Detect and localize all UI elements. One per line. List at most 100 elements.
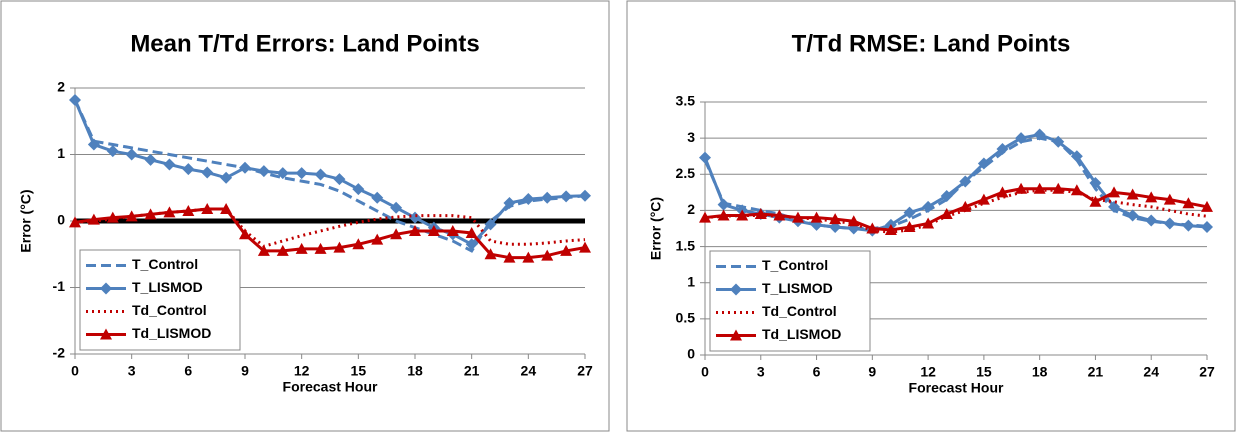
marker — [125, 148, 138, 161]
legend-label: T_Control — [762, 257, 828, 273]
marker — [754, 208, 767, 220]
y-tick-label: 2 — [687, 201, 695, 217]
marker — [959, 175, 972, 188]
marker — [352, 183, 365, 196]
marker — [427, 224, 440, 236]
marker — [730, 329, 742, 341]
y-tick-label: 1 — [57, 145, 65, 161]
marker — [465, 226, 478, 238]
marker — [1201, 200, 1213, 212]
marker — [371, 233, 384, 245]
panel-border — [626, 0, 1236, 432]
marker — [333, 241, 346, 253]
x-tick-label: 21 — [1088, 364, 1104, 380]
marker — [390, 201, 403, 214]
marker — [940, 208, 953, 220]
marker — [409, 211, 421, 224]
x-tick-label: 18 — [407, 363, 423, 379]
panel-border — [0, 0, 610, 432]
legend-label: Td_Control — [762, 303, 837, 319]
marker — [182, 205, 195, 217]
marker — [163, 206, 176, 218]
marker — [699, 151, 711, 164]
marker — [866, 222, 879, 234]
marker — [163, 158, 176, 171]
marker — [541, 249, 554, 261]
marker — [144, 208, 157, 220]
marker — [201, 203, 214, 215]
series-line — [704, 187, 1208, 232]
marker — [736, 209, 749, 221]
marker — [903, 206, 916, 219]
y-axis-label: Error (°C) — [18, 189, 34, 252]
marker — [922, 200, 935, 213]
y-tick-label: 0 — [687, 346, 695, 362]
marker — [977, 193, 990, 205]
legend-label: T_Control — [132, 256, 198, 272]
y-tick-label: -1 — [53, 278, 66, 294]
marker — [69, 216, 81, 228]
marker — [503, 251, 516, 263]
marker — [1163, 217, 1176, 230]
marker — [1033, 128, 1046, 141]
x-tick-label: 15 — [351, 363, 367, 379]
marker — [773, 209, 786, 221]
x-tick-label: 9 — [241, 363, 249, 379]
marker — [87, 213, 100, 225]
marker — [182, 163, 195, 176]
marker — [1126, 209, 1139, 222]
marker — [100, 328, 112, 340]
y-tick-label: 2 — [57, 79, 65, 95]
marker — [903, 221, 916, 233]
marker — [276, 167, 289, 180]
legend-label: Td_LISMOD — [132, 325, 211, 341]
x-tick-label: 15 — [976, 364, 992, 380]
marker — [1089, 195, 1102, 207]
x-tick-label: 27 — [1199, 364, 1215, 380]
marker — [560, 244, 573, 256]
marker — [1015, 132, 1028, 145]
y-tick-label: 1.5 — [676, 237, 696, 253]
marker — [996, 142, 1009, 155]
marker — [699, 211, 711, 223]
x-axis-label: Forecast Hour — [909, 380, 1004, 396]
x-axis-label: Forecast Hour — [283, 379, 378, 395]
marker — [541, 191, 554, 204]
marker — [220, 171, 233, 184]
marker — [522, 251, 535, 263]
marker — [996, 186, 1009, 198]
legend-label: Td_LISMOD — [762, 326, 841, 342]
marker — [503, 197, 516, 210]
series-line — [74, 207, 586, 260]
marker — [791, 211, 804, 223]
chart-title: T/Td RMSE: Land Points — [792, 30, 1071, 57]
marker — [1052, 135, 1065, 148]
marker — [484, 248, 497, 260]
x-tick-label: 0 — [701, 364, 709, 380]
marker — [295, 242, 308, 254]
x-tick-label: 9 — [868, 364, 876, 380]
marker — [446, 224, 459, 236]
marker — [522, 193, 535, 206]
marker — [1015, 182, 1028, 194]
marker — [220, 203, 233, 215]
marker — [371, 191, 384, 204]
marker — [1145, 191, 1158, 203]
marker — [465, 238, 478, 251]
marker — [1033, 182, 1046, 194]
x-tick-label: 3 — [128, 363, 136, 379]
x-tick-label: 6 — [813, 364, 821, 380]
marker — [106, 145, 119, 158]
legend-label: Td_Control — [132, 302, 207, 318]
marker — [717, 198, 730, 211]
x-tick-label: 24 — [1143, 364, 1159, 380]
marker — [940, 189, 953, 202]
marker — [1145, 214, 1158, 227]
marker — [484, 218, 497, 231]
marker — [314, 168, 327, 181]
marker — [201, 166, 214, 179]
marker — [276, 244, 289, 256]
x-tick-label: 27 — [577, 363, 593, 379]
x-tick-label: 6 — [184, 363, 192, 379]
